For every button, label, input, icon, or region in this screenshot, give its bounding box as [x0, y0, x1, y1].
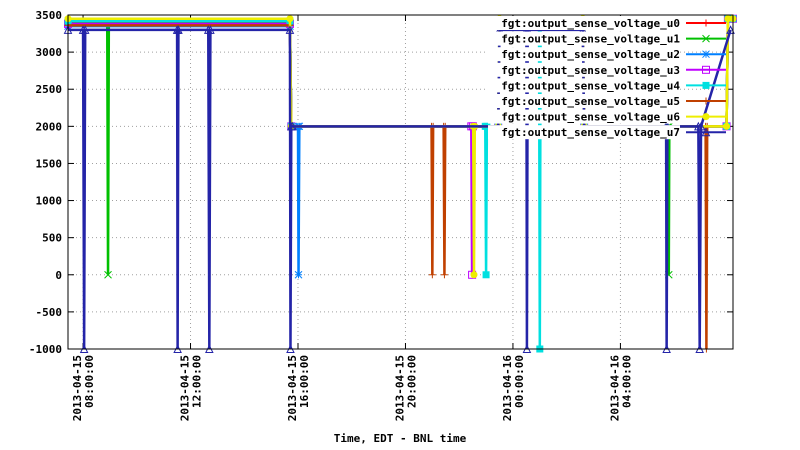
x-tick-label: 16:00:00	[298, 355, 311, 408]
marker-stroke	[294, 270, 303, 279]
x-tick-label: 2013-04-15	[179, 355, 192, 421]
y-tick-label: 0	[55, 269, 62, 282]
series-line	[68, 28, 732, 350]
legend-background	[488, 47, 680, 62]
y-tick-label: 1500	[36, 157, 63, 170]
data-point	[696, 121, 706, 131]
legend-marker	[702, 50, 710, 59]
marker-shape	[702, 113, 710, 121]
plot-frame	[67, 14, 734, 350]
data-point	[440, 271, 448, 279]
data-point	[428, 271, 436, 279]
x-tick-label: 04:00:00	[620, 355, 633, 408]
legend-label: fgt:output_sense_voltage_u0	[501, 17, 680, 30]
y-tick-label: -1000	[29, 343, 62, 356]
x-axis-label: Time, EDT - BNL time	[334, 432, 467, 445]
data-point	[174, 25, 183, 34]
legend-background	[488, 16, 680, 30]
marker-shape	[206, 25, 215, 34]
legend-background	[488, 78, 680, 93]
data-point	[294, 270, 303, 279]
marker-shape	[174, 25, 183, 34]
marker-shape	[470, 271, 478, 279]
marker-shape	[288, 121, 297, 131]
data-point	[723, 122, 731, 130]
data-point	[80, 25, 90, 34]
marker-shape	[701, 127, 711, 137]
data-point	[726, 25, 735, 34]
x-tick-label: 12:00:00	[191, 355, 204, 408]
x-tick-label: 20:00:00	[405, 355, 418, 408]
legend-label: fgt:output_sense_voltage_u2	[501, 48, 680, 61]
marker-stroke	[104, 270, 112, 279]
data-point	[285, 25, 295, 34]
x-tick-label: 2013-04-15	[286, 355, 299, 421]
data-point	[470, 271, 478, 279]
legend-label: fgt:output_sense_voltage_u5	[501, 95, 680, 108]
y-tick-label: 500	[42, 232, 62, 245]
marker-shape	[285, 25, 295, 34]
x-tick-label: 08:00:00	[83, 355, 96, 408]
marker-stroke	[702, 34, 710, 43]
x-tick-label: 2013-04-15	[71, 355, 84, 421]
legend-background	[488, 125, 680, 140]
marker-shape	[726, 25, 735, 34]
y-tick-label: 1000	[36, 195, 63, 208]
legend-background	[488, 109, 680, 124]
marker-shape	[702, 81, 710, 89]
legend-label: fgt:output_sense_voltage_u4	[501, 79, 680, 92]
data-point	[286, 15, 294, 23]
data-point	[288, 121, 297, 131]
x-tick-label: 2013-04-15	[393, 355, 406, 421]
marker-shape	[482, 271, 490, 279]
legend-marker	[702, 81, 710, 89]
y-tick-label: 2500	[36, 83, 63, 96]
legend-background	[488, 62, 680, 77]
legend-marker	[702, 19, 710, 27]
legend-label: fgt:output_sense_voltage_u1	[501, 33, 680, 46]
legend-label: fgt:output_sense_voltage_u6	[501, 111, 680, 124]
legend-background	[488, 94, 680, 108]
legend-marker	[702, 34, 710, 43]
legend-marker	[702, 97, 710, 105]
x-tick-label: 2013-04-16	[501, 355, 514, 422]
y-tick-label: -500	[36, 306, 63, 319]
y-tick-label: 3000	[36, 46, 63, 59]
legend-label: fgt:output_sense_voltage_u3	[501, 64, 680, 77]
legend-label: fgt:output_sense_voltage_u7	[501, 126, 680, 139]
marker-shape	[702, 65, 710, 74]
marker-shape	[724, 15, 732, 23]
data-point	[206, 25, 215, 34]
x-tick-label: 2013-04-16	[608, 355, 621, 422]
marker-stroke	[702, 50, 710, 59]
x-tick-label: 00:00:00	[513, 355, 526, 408]
y-tick-label: 2000	[36, 120, 63, 133]
legend-marker	[702, 113, 710, 121]
data-point	[104, 270, 112, 279]
legend-background	[488, 31, 680, 46]
marker-shape	[286, 15, 294, 23]
marker-shape	[696, 121, 706, 131]
legend-marker	[702, 65, 710, 74]
legend-marker	[701, 127, 711, 137]
data-point	[482, 271, 490, 279]
marker-shape	[723, 122, 731, 130]
y-tick-label: 3500	[36, 9, 63, 22]
data-point	[724, 15, 732, 23]
marker-shape	[80, 25, 90, 34]
